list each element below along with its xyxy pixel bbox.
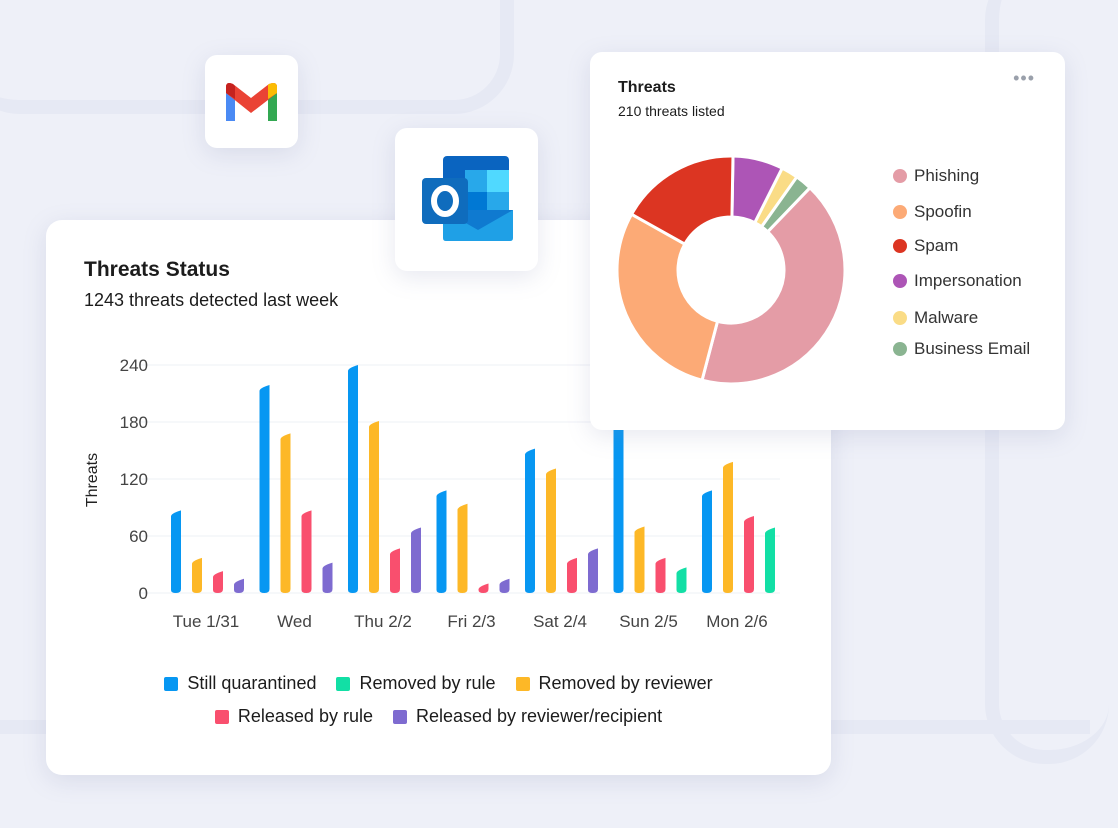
bar-released-by-reviewer-recipient[interactable] — [588, 548, 598, 593]
bar-removed-by-reviewer[interactable] — [457, 503, 468, 593]
bar-released-by-reviewer-recipient[interactable] — [411, 527, 421, 593]
donut-legend-item[interactable]: Phishing — [893, 166, 979, 186]
outlook-app-tile[interactable] — [395, 128, 538, 271]
x-tick-label: Fri 2/3 — [447, 612, 495, 631]
x-tick-label: Tue 1/31 — [173, 612, 239, 631]
card-title: Threats Status — [84, 258, 230, 281]
legend-item[interactable]: Still quarantined — [164, 673, 316, 694]
threats-bar-chart: 0 60 120 180 240 Threats Tue 1/31 Wed Thu 2/2 Fri… — [84, 356, 780, 631]
donut-legend-item[interactable]: Spoofin — [893, 202, 972, 222]
legend-item[interactable]: Removed by rule — [336, 673, 496, 694]
chart-legend-row: Released by rule Released by reviewer/rec… — [46, 706, 831, 727]
legend-label: Impersonation — [914, 271, 1022, 290]
donut-legend-item[interactable]: Malware — [893, 308, 978, 328]
legend-swatch — [164, 676, 179, 691]
legend-label: Released by rule — [237, 706, 373, 726]
legend-label: Removed by rule — [359, 673, 496, 693]
slice-spam[interactable] — [629, 154, 735, 247]
card-subtitle: 210 threats listed — [618, 103, 725, 119]
bar-released-by-rule[interactable] — [478, 583, 489, 594]
y-tick-label: 0 — [139, 584, 148, 603]
bar-released-by-rule[interactable] — [213, 571, 223, 593]
y-tick-label: 60 — [129, 527, 148, 546]
legend-label: Spoofin — [914, 202, 972, 221]
bar-removed-by-rule[interactable] — [765, 527, 775, 593]
bar-released-by-rule[interactable] — [567, 557, 577, 593]
x-tick-label: Wed — [277, 612, 312, 631]
slice-spoofin[interactable] — [615, 212, 720, 383]
chart-legend-row: Still quarantined Removed by rule Removed … — [46, 673, 831, 694]
legend-dot — [893, 205, 907, 219]
y-tick-label: 240 — [120, 356, 148, 375]
bar-released-by-rule[interactable] — [655, 557, 666, 593]
bar-removed-by-reviewer[interactable] — [369, 421, 379, 593]
legend-label: Malware — [914, 308, 979, 327]
legend-item[interactable]: Removed by reviewer — [515, 673, 713, 694]
slice-phishing[interactable] — [700, 185, 847, 386]
legend-swatch — [336, 676, 351, 691]
x-tick-label: Sat 2/4 — [533, 612, 587, 631]
legend-label: Phishing — [914, 166, 980, 185]
y-axis-label: Threats — [84, 453, 101, 507]
legend-dot — [893, 311, 907, 325]
legend-label: Business Email — [914, 339, 1031, 358]
x-tick-label: Thu 2/2 — [354, 612, 412, 631]
bar-still-quarantined[interactable] — [525, 448, 535, 593]
card-subtitle: 1243 threats detected last week — [84, 290, 339, 310]
legend-item[interactable]: Released by rule — [214, 706, 373, 727]
bar-removed-by-reviewer[interactable] — [280, 433, 291, 593]
bar-still-quarantined[interactable] — [436, 490, 447, 593]
bar-released-by-reviewer-recipient[interactable] — [234, 578, 244, 593]
bar-released-by-reviewer-recipient[interactable] — [499, 578, 510, 593]
bar-still-quarantined[interactable] — [702, 490, 712, 593]
y-tick-label: 180 — [120, 413, 148, 432]
bar-removed-by-rule[interactable] — [676, 567, 687, 593]
legend-label: Spam — [914, 236, 959, 255]
outlook-logo-icon — [422, 156, 513, 241]
bar-removed-by-reviewer[interactable] — [192, 557, 202, 593]
legend-swatch — [515, 676, 530, 691]
bar-released-by-rule[interactable] — [744, 516, 754, 593]
bar-released-by-reviewer-recipient[interactable] — [322, 562, 333, 593]
bar-still-quarantined[interactable] — [259, 384, 270, 593]
bar-removed-by-reviewer[interactable] — [634, 526, 645, 594]
legend-dot — [893, 169, 907, 183]
bar-still-quarantined[interactable] — [348, 365, 358, 593]
legend-swatch — [214, 709, 229, 724]
bar-still-quarantined[interactable] — [171, 510, 181, 593]
bar-still-quarantined[interactable] — [613, 417, 624, 593]
donut-legend-item[interactable]: Impersonation — [893, 271, 1022, 291]
y-tick-label: 120 — [120, 470, 148, 489]
legend-label: Still quarantined — [187, 673, 317, 693]
legend-dot — [893, 274, 907, 288]
bar-released-by-rule[interactable] — [390, 548, 400, 593]
threats-donut-card: Threats 210 threats listed ••• Phishing S… — [590, 52, 1065, 430]
more-options-button[interactable]: ••• — [1013, 68, 1035, 88]
bar-removed-by-reviewer[interactable] — [546, 468, 556, 593]
threats-donut-chart — [615, 154, 847, 386]
legend-dot — [893, 239, 907, 253]
bar-removed-by-reviewer[interactable] — [723, 461, 733, 593]
legend-label: Removed by reviewer — [538, 673, 713, 693]
gmail-logo-icon — [226, 83, 277, 121]
legend-label: Released by reviewer/recipient — [415, 706, 663, 726]
x-tick-label: Mon 2/6 — [706, 612, 767, 631]
card-title: Threats — [618, 79, 676, 96]
legend-swatch — [392, 709, 407, 724]
legend-dot — [893, 342, 907, 356]
donut-legend-item[interactable]: Spam — [893, 236, 958, 256]
donut-legend-item[interactable]: Business Email — [893, 339, 1030, 359]
gmail-app-tile[interactable] — [205, 55, 298, 148]
x-tick-label: Sun 2/5 — [619, 612, 678, 631]
legend-item[interactable]: Released by reviewer/recipient — [392, 706, 663, 727]
bar-released-by-rule[interactable] — [301, 510, 312, 593]
